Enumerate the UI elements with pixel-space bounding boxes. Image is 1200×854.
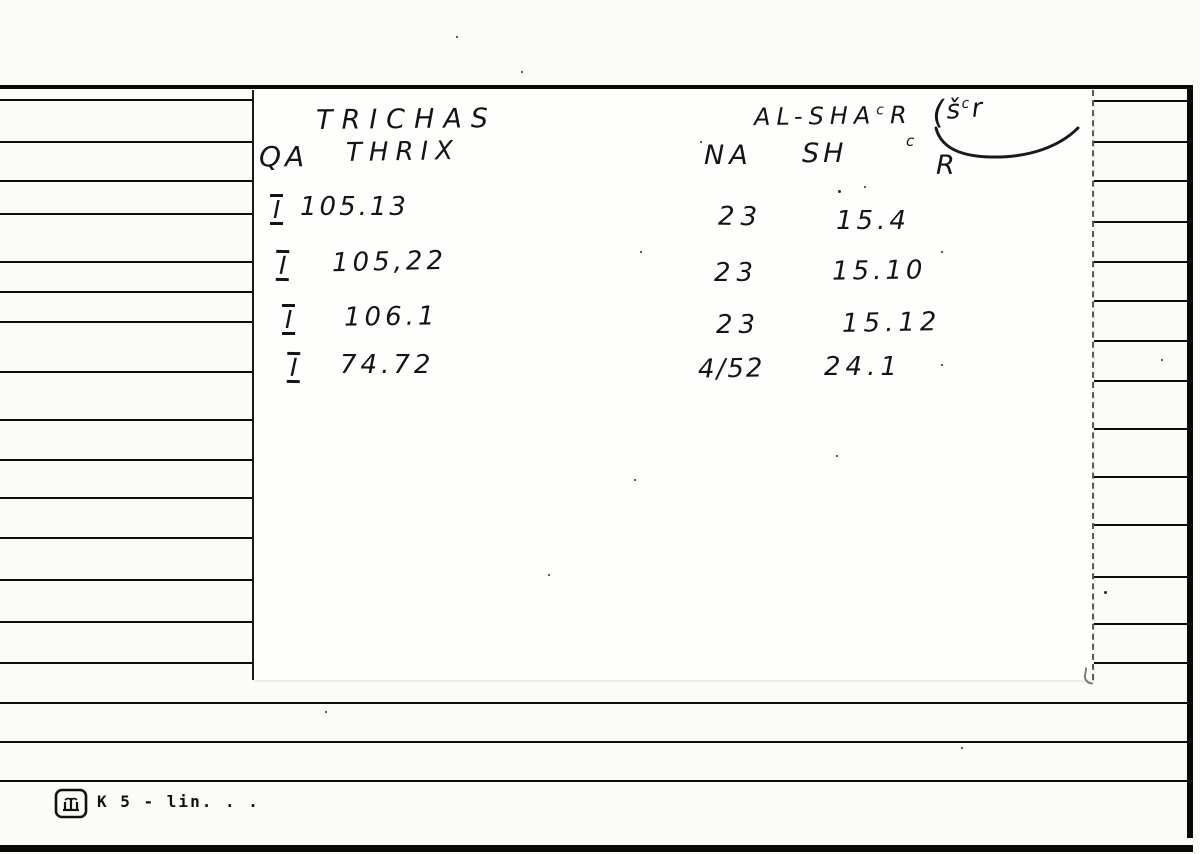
- greek-entry-row: I: [282, 304, 296, 335]
- greek-entry-row: I: [270, 194, 284, 225]
- scan-speck: [1161, 359, 1163, 361]
- scan-speck: [838, 190, 841, 193]
- scan-speck: [700, 141, 702, 143]
- arabic-entry-col1: 23: [717, 201, 764, 233]
- arabic-entry-col1: 23: [716, 310, 762, 340]
- ruled-line: [1090, 180, 1187, 182]
- ruled-line: [1090, 380, 1187, 382]
- greek-entry-ref: 105.13: [300, 192, 409, 222]
- scan-speck: [836, 455, 838, 457]
- arabic-entry-col1: 4/52: [697, 353, 765, 385]
- card-corner-mark: [1082, 667, 1096, 685]
- arabic-entry-col2: 15.12: [841, 307, 942, 339]
- ruled-line: [1090, 340, 1187, 342]
- greek-qa-label: QA: [259, 140, 309, 173]
- page-bottom-border-line: [0, 845, 1193, 852]
- arabic-headword-main: AL-SHA: [753, 101, 877, 132]
- arabic-entry-col2: 24.1: [824, 352, 902, 382]
- ayn-superscript: c: [906, 132, 915, 150]
- ruled-line: [1090, 100, 1187, 102]
- page-right-border-line: [1187, 85, 1193, 838]
- volume-numeral: I: [286, 351, 301, 384]
- emblem-stamp-icon: [54, 788, 88, 823]
- ruled-line: [0, 180, 252, 182]
- ruled-line: [0, 99, 252, 101]
- ruled-line: [1090, 300, 1187, 302]
- scan-speck: [640, 251, 642, 253]
- stamp-label: K 5 - lin. . .: [97, 792, 260, 811]
- ruled-line: [1090, 261, 1187, 263]
- ruled-line: [0, 261, 252, 263]
- scan-speck: [864, 186, 866, 188]
- scan-speck: [941, 251, 943, 253]
- ruled-line: [1090, 623, 1187, 625]
- scan-speck: [548, 574, 550, 576]
- arabic-na-label: NA: [704, 140, 753, 171]
- arabic-r-label: R: [936, 150, 955, 181]
- ayn-superscript: c: [876, 102, 891, 119]
- volume-numeral: I: [270, 194, 284, 225]
- scan-speck: [456, 36, 458, 38]
- scan-speck: [1104, 591, 1107, 594]
- arabic-entry-col2: 15.4: [836, 206, 910, 236]
- ruled-line: [0, 497, 252, 499]
- ruled-line: [1090, 576, 1187, 578]
- ruled-line: [0, 213, 252, 215]
- arabic-headword: AL-SHAcR: [754, 101, 913, 131]
- greek-entry-ref: 74.72: [340, 350, 435, 380]
- greek-thrix-label: THRIX: [345, 136, 461, 168]
- ruled-line: [1090, 428, 1187, 430]
- arabic-entry-col1: 23: [714, 258, 760, 288]
- ruled-line: [0, 537, 252, 539]
- volume-numeral: I: [275, 249, 290, 282]
- ruled-line: [1090, 524, 1187, 526]
- ruled-line: [0, 419, 252, 421]
- greek-entry-ref: 106.1: [343, 301, 439, 333]
- ruled-line: [0, 321, 252, 323]
- volume-numeral: I: [282, 304, 296, 335]
- arabic-sh-label: SH: [802, 138, 848, 169]
- ruled-line: [0, 141, 252, 143]
- ruled-line: [0, 780, 1190, 782]
- ruled-line: [0, 741, 1190, 743]
- ruled-line: [0, 371, 252, 373]
- ruled-line: [1090, 662, 1187, 664]
- ruled-line: [0, 621, 252, 623]
- scan-speck: [521, 71, 523, 73]
- arabic-headword-end: R: [889, 100, 913, 130]
- ruled-line: [0, 579, 252, 581]
- index-card: TRICHAS QA THRIX I 105.13 I 105,22 I 106…: [252, 90, 1096, 685]
- scan-speck: [961, 747, 963, 749]
- greek-entry-row: I: [275, 249, 290, 282]
- ruled-line: [1090, 221, 1187, 223]
- page-top-border-line: [0, 85, 1193, 89]
- ruled-line: [0, 662, 252, 664]
- annotation-end: r: [970, 93, 986, 125]
- ruled-line: [0, 702, 1190, 704]
- scan-speck: [325, 711, 327, 713]
- ruled-line: [0, 291, 252, 293]
- annotation-underline-swoosh: [934, 126, 1080, 159]
- arabic-entry-col2: 15.10: [831, 255, 927, 287]
- greek-entry-ref: 105,22: [331, 245, 448, 279]
- greek-headword: TRICHAS: [315, 103, 498, 136]
- scan-speck: [941, 364, 943, 366]
- ruled-line: [1090, 141, 1187, 143]
- ruled-line: [1090, 476, 1187, 478]
- greek-entry-row: I: [286, 351, 301, 384]
- ruled-line: [0, 459, 252, 461]
- scan-speck: [634, 479, 636, 481]
